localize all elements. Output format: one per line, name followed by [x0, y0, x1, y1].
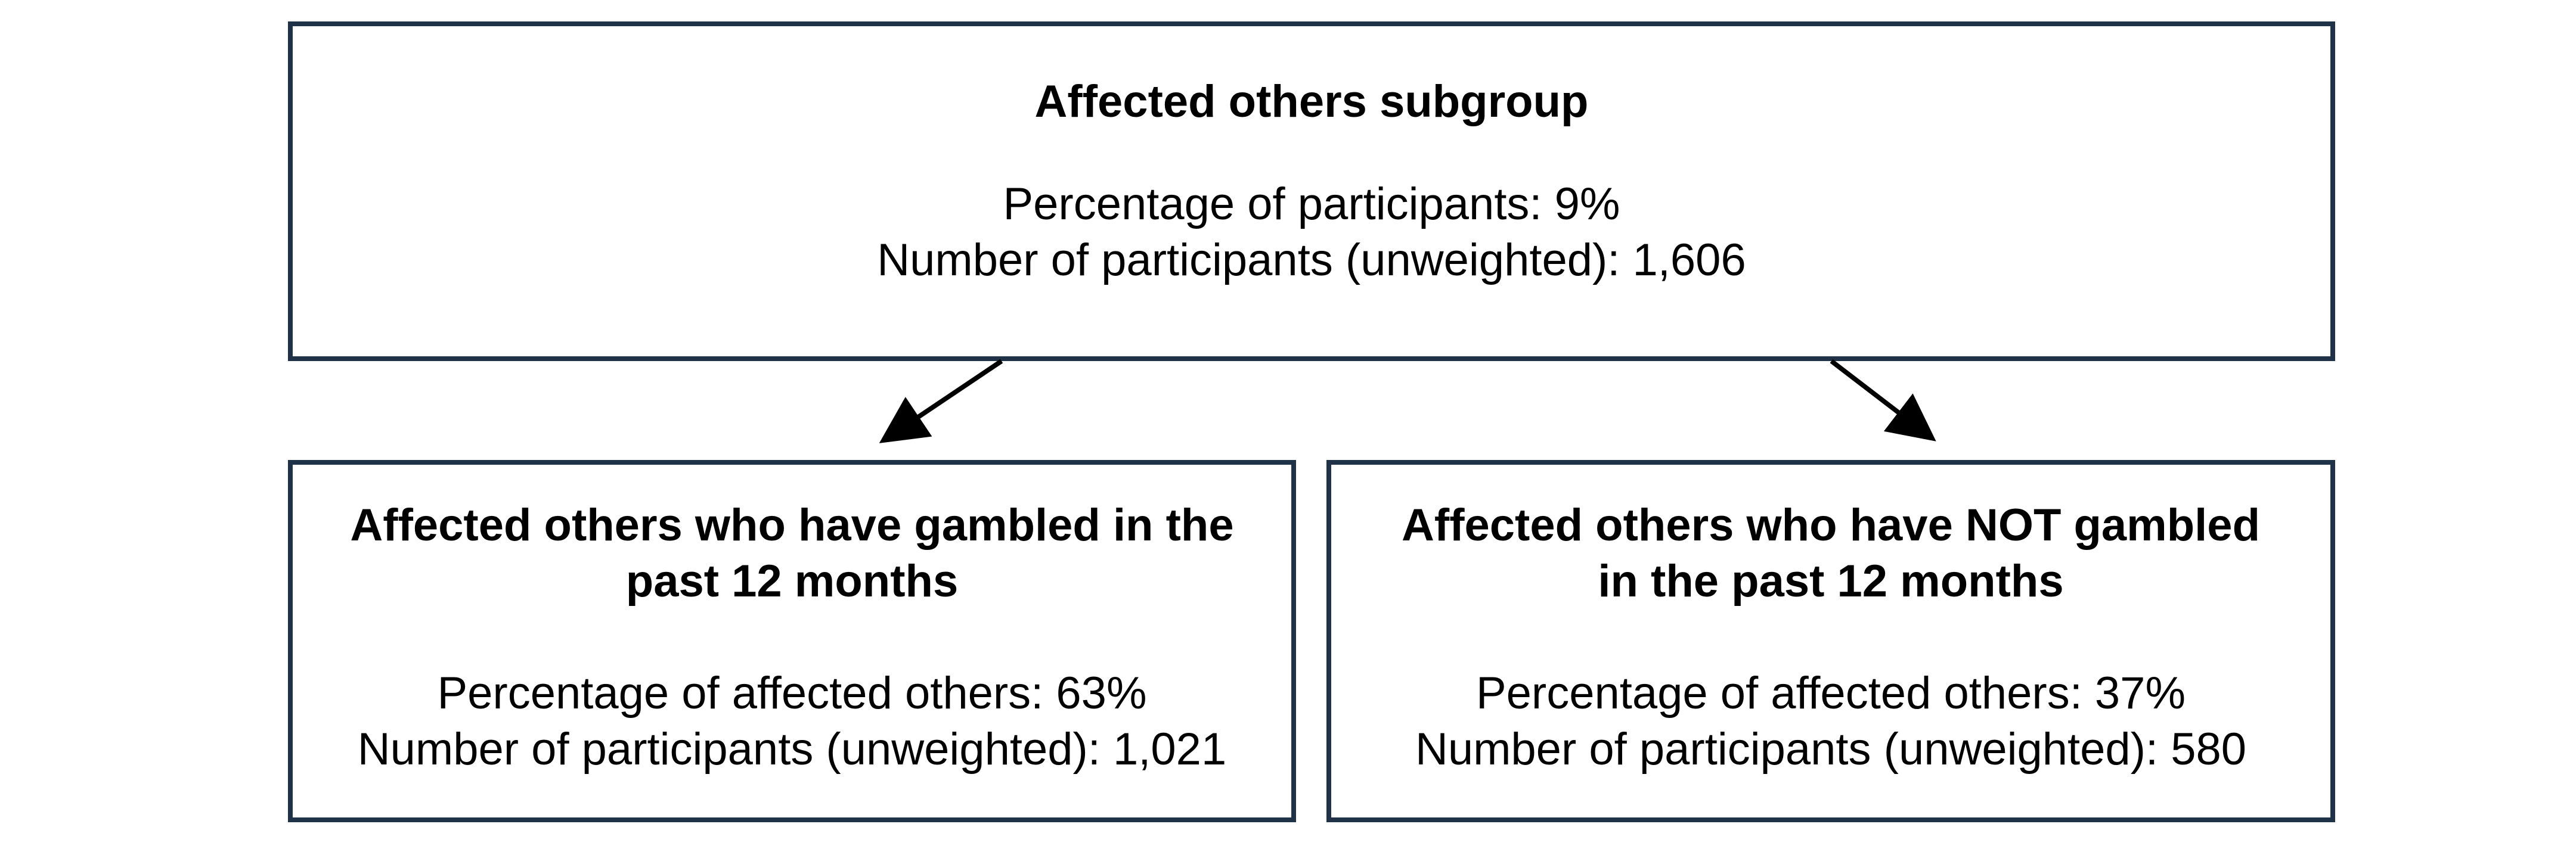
arrow-to-right-node — [1830, 359, 1936, 442]
right-node-count: Number of participants (unweighted): 580 — [1415, 724, 2247, 775]
right-node-title: Affected others who have NOT gambled in … — [1402, 500, 2260, 607]
top-node-stats: Percentage of participants: 9% Number of… — [877, 176, 1746, 288]
top-node-affected-others-subgroup: Affected others subgroup Percentage of p… — [288, 21, 2335, 361]
top-node-title: Affected others subgroup — [1034, 76, 1589, 127]
left-node-stats: Percentage of affected others: 63% Numbe… — [358, 666, 1226, 778]
right-node-percentage: Percentage of affected others: 37% — [1475, 668, 2186, 719]
top-node-count: Number of participants (unweighted): 1,6… — [877, 235, 1746, 285]
left-node-percentage: Percentage of affected others: 63% — [437, 668, 1147, 719]
arrow-to-left-node — [879, 359, 1003, 443]
left-node-count: Number of participants (unweighted): 1,0… — [357, 724, 1227, 775]
right-node-stats: Percentage of affected others: 37% Numbe… — [1415, 666, 2246, 778]
left-node-gambled: Affected others who have gambled in the … — [288, 460, 1296, 822]
top-node-percentage: Percentage of participants: 9% — [1003, 179, 1620, 229]
left-node-title: Affected others who have gambled in the … — [350, 500, 1234, 607]
right-node-not-gambled: Affected others who have NOT gambled in … — [1326, 460, 2335, 822]
